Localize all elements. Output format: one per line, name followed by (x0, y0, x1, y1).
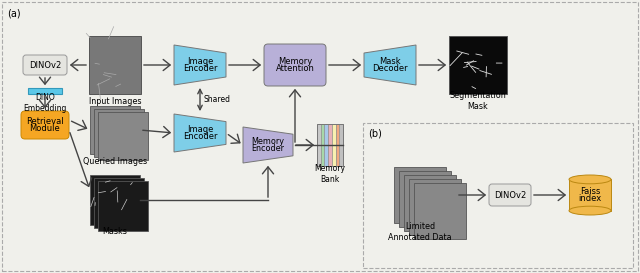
Bar (339, 124, 343, 166)
Text: Encoder: Encoder (183, 132, 217, 141)
Text: DINOv2: DINOv2 (494, 191, 526, 200)
Text: Attention: Attention (276, 64, 314, 73)
Polygon shape (174, 114, 226, 152)
Ellipse shape (569, 175, 611, 184)
Text: Segmentation
Mask: Segmentation Mask (450, 91, 506, 111)
Bar (317, 124, 321, 166)
Text: Encoder: Encoder (252, 144, 285, 153)
FancyBboxPatch shape (264, 44, 326, 86)
Bar (317, 124, 343, 166)
Bar (89, 36, 141, 94)
Bar (449, 36, 507, 94)
Text: Image: Image (187, 125, 213, 134)
Text: Shared: Shared (203, 95, 230, 104)
Bar (94, 178, 144, 228)
Text: Module: Module (29, 124, 60, 133)
Polygon shape (174, 45, 226, 85)
Text: Memory: Memory (278, 57, 312, 66)
Bar (409, 179, 461, 235)
Bar (363, 123, 633, 268)
Bar (569, 179, 611, 210)
Bar (90, 175, 140, 225)
Bar (321, 124, 324, 166)
Bar (98, 112, 148, 160)
Text: (b): (b) (368, 128, 382, 138)
Bar (335, 124, 339, 166)
Ellipse shape (569, 206, 611, 215)
Text: DINOv2: DINOv2 (29, 61, 61, 70)
Bar (332, 124, 335, 166)
Bar (94, 109, 144, 157)
Text: Decoder: Decoder (372, 64, 408, 73)
Text: index: index (579, 194, 602, 203)
Bar (414, 183, 466, 239)
Bar (324, 124, 328, 166)
Text: Faiss: Faiss (580, 187, 600, 196)
Bar (328, 124, 332, 166)
Polygon shape (364, 45, 416, 85)
Text: Queried Images: Queried Images (83, 156, 147, 165)
Text: DINO
Embedding: DINO Embedding (23, 93, 67, 113)
Bar (394, 167, 446, 223)
Text: Input Images: Input Images (89, 96, 141, 105)
Text: Retrieval: Retrieval (26, 117, 64, 126)
FancyBboxPatch shape (489, 184, 531, 206)
Text: Memory: Memory (252, 137, 285, 146)
FancyBboxPatch shape (23, 55, 67, 75)
Text: Image: Image (187, 57, 213, 66)
Bar (90, 106, 140, 154)
Bar (28, 88, 62, 94)
Text: Mask: Mask (379, 57, 401, 66)
Text: (a): (a) (7, 8, 20, 18)
Text: Limited
Annotated Data: Limited Annotated Data (388, 222, 452, 242)
Text: Encoder: Encoder (183, 64, 217, 73)
Bar (98, 181, 148, 231)
Bar (399, 171, 451, 227)
FancyBboxPatch shape (21, 111, 69, 139)
Text: Memory
Bank: Memory Bank (314, 164, 346, 184)
Bar (404, 175, 456, 231)
Polygon shape (243, 127, 293, 163)
Text: Masks: Masks (102, 227, 127, 236)
